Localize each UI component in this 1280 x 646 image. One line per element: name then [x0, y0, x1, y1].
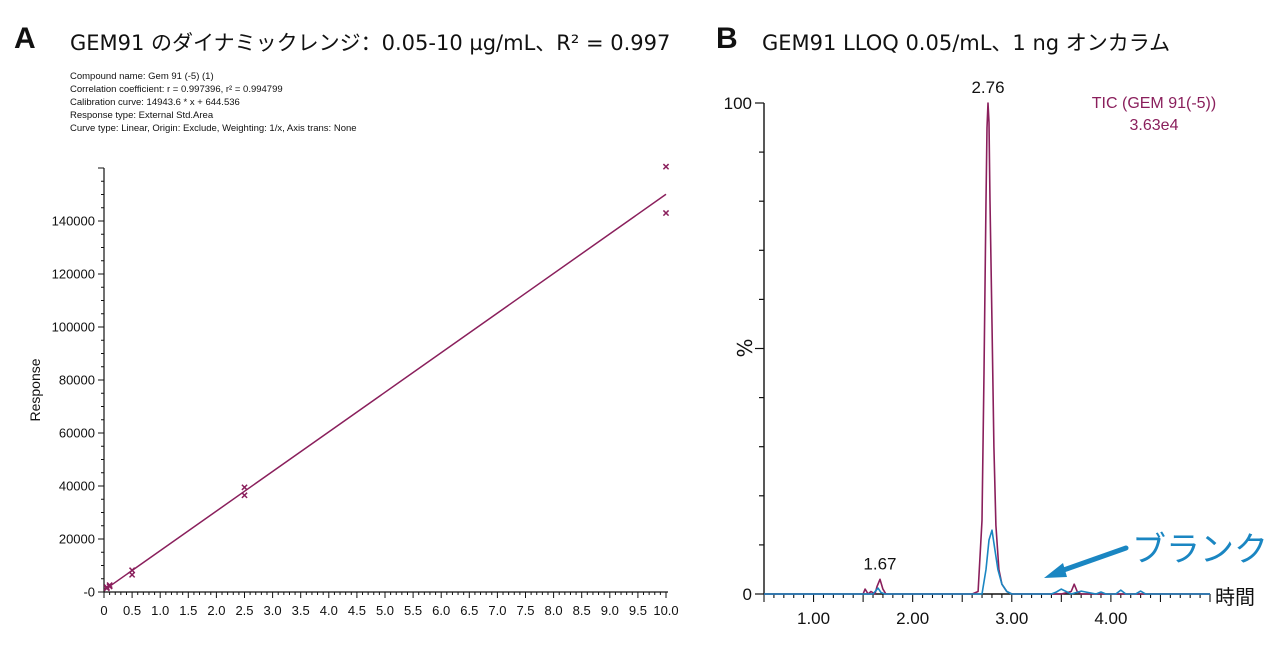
info-line-curve-type: Curve type: Linear, Origin: Exclude, Wei… — [70, 123, 357, 134]
panel-b-x-axis-label: 時間 — [1215, 585, 1255, 609]
panel-b-peak-labels: 2.76 1.67 — [863, 78, 1004, 573]
panel-b-x-tick-label: 2.00 — [896, 609, 929, 628]
panel-a-x-tick-label: 9.5 — [629, 603, 647, 618]
panel-a-x-tick-label: 3.5 — [292, 603, 310, 618]
panel-a-x-tick-label: 8.5 — [573, 603, 591, 618]
blank-arrow-shaft — [1055, 545, 1129, 575]
panel-a-data-point — [241, 484, 248, 491]
panel-a-x-tick-label: 7.5 — [516, 603, 534, 618]
trace-intensity: 3.63e4 — [1130, 117, 1179, 134]
panel-a-x-tick-label: 1.0 — [151, 603, 169, 618]
panel-b-title: GEM91 LLOQ 0.05/mL、1 ng オンカラム — [762, 31, 1170, 55]
panel-a-x-tick-label: 4.0 — [320, 603, 338, 618]
panel-a-data-point — [662, 209, 670, 217]
panel-a-data-point — [106, 581, 113, 589]
panel-b-x-tick-label: 4.00 — [1094, 609, 1127, 628]
panel-a-data-point — [241, 492, 248, 499]
peak-label: 1.67 — [863, 554, 896, 573]
panel-a-data-point — [106, 583, 113, 590]
panel-b-x-tick-label: 1.00 — [797, 609, 830, 628]
panel-a-y-tick-label: 140000 — [52, 214, 95, 229]
panel-a: A GEM91 のダイナミックレンジ：0.05-10 µg/mL、R² = 0.… — [14, 22, 679, 618]
info-line-correlation: Correlation coefficient: r = 0.997396, r… — [70, 84, 283, 95]
blank-trace — [764, 529, 1210, 595]
panel-a-data-point — [662, 163, 670, 170]
panel-b-x-tick-label: 3.00 — [995, 609, 1028, 628]
panel-b: B GEM91 LLOQ 0.05/mL、1 ng オンカラム % 時間 TIC… — [716, 22, 1268, 628]
panel-a-fit-line-group — [106, 193, 667, 589]
panel-b-axes: 0 100 1.00 2.00 3.00 4.00 — [724, 94, 1211, 628]
panel-a-x-tick-label: 10.0 — [653, 603, 678, 618]
panel-a-data-point — [128, 567, 136, 574]
panel-a-y-tick-label: 40000 — [59, 479, 95, 494]
panel-a-info-block: Compound name: Gem 91 (-5) (1) Correlati… — [70, 71, 357, 134]
panel-a-x-tick-label: 0.5 — [123, 603, 141, 618]
panel-b-letter: B — [716, 22, 738, 55]
info-line-response-type: Response type: External Std.Area — [70, 110, 214, 121]
panel-a-x-tick-label: 7.0 — [488, 603, 506, 618]
panel-b-y-axis-label: % — [733, 338, 757, 357]
panel-b-y-tick-label: 0 — [743, 585, 752, 604]
panel-a-y-axis-label: Response — [27, 358, 43, 421]
panel-a-x-tick-label: 5.5 — [404, 603, 422, 618]
tic-trace — [764, 102, 1210, 595]
panel-a-title: GEM91 のダイナミックレンジ：0.05-10 µg/mL、R² = 0.99… — [70, 31, 670, 55]
blank-arrow — [1044, 545, 1129, 578]
panel-a-x-tick-label: 6.0 — [432, 603, 450, 618]
panel-a-x-tick-label: 4.5 — [348, 603, 366, 618]
info-line-compound: Compound name: Gem 91 (-5) (1) — [70, 71, 214, 82]
panel-a-x-tick-label: 0 — [100, 603, 107, 618]
panel-a-x-tick-label: 5.0 — [376, 603, 394, 618]
panel-a-y-tick-label: -0 — [83, 585, 95, 600]
panel-a-y-tick-label: 80000 — [59, 373, 95, 388]
panel-a-x-tick-label: 9.0 — [601, 603, 619, 618]
trace-label: TIC (GEM 91(-5)) — [1092, 95, 1216, 112]
panel-a-x-tick-label: 6.5 — [460, 603, 478, 618]
panel-a-y-tick-label: 100000 — [52, 320, 95, 335]
panel-a-x-tick-label: 1.5 — [179, 603, 197, 618]
panel-a-fit-line — [106, 193, 667, 589]
panel-a-letter: A — [14, 22, 36, 55]
panel-a-y-tick-label: 20000 — [59, 532, 95, 547]
panel-a-x-tick-label: 2.5 — [235, 603, 253, 618]
panel-a-x-tick-label: 3.0 — [264, 603, 282, 618]
panel-a-x-tick-label: 8.0 — [545, 603, 563, 618]
panel-b-y-tick-label: 100 — [724, 94, 752, 113]
peak-label: 2.76 — [971, 78, 1004, 97]
panel-a-axes: -0 20000 40000 60000 80000 100000 120000 140000… — [52, 167, 679, 618]
blank-label: ブランク — [1132, 530, 1268, 570]
panel-b-traces — [764, 102, 1210, 595]
blank-arrow-head — [1044, 563, 1067, 578]
panel-a-x-tick-label: 2.0 — [207, 603, 225, 618]
panel-a-points — [103, 163, 670, 592]
panel-a-y-tick-label: 60000 — [59, 426, 95, 441]
panel-a-y-tick-label: 120000 — [52, 267, 95, 282]
info-line-calibration: Calibration curve: 14943.6 * x + 644.536 — [70, 97, 240, 108]
